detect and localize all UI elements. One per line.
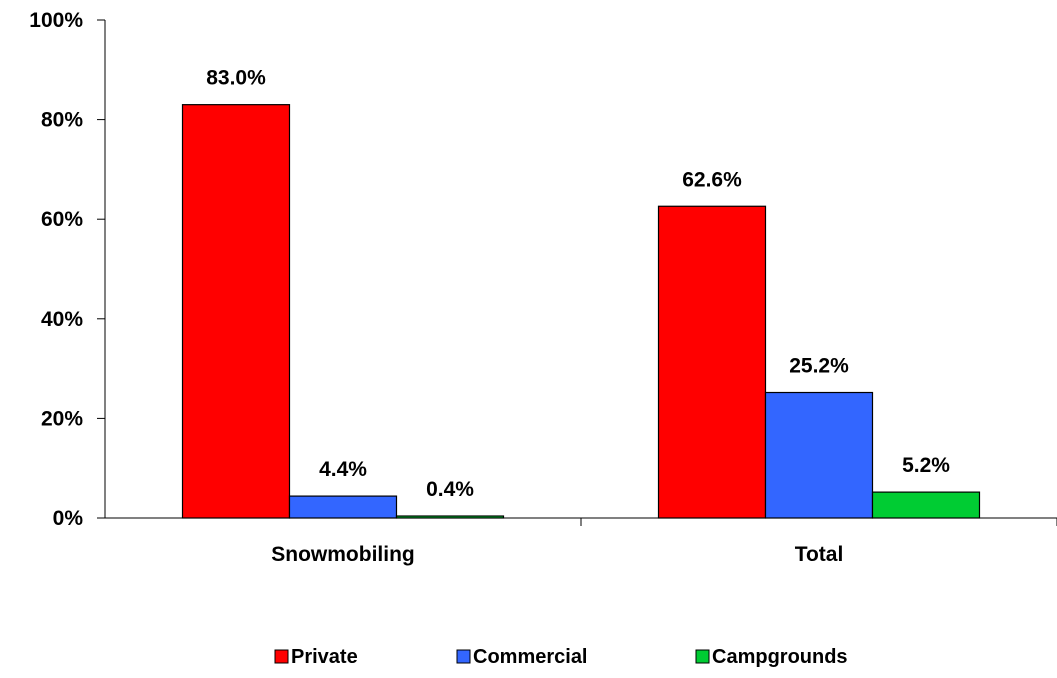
- bar: [657, 205, 767, 519]
- bars: 83.0% 62.6% 4.4% 25.2% 0.4% 5.2%: [181, 67, 981, 519]
- data-label: 83.0%: [206, 67, 266, 90]
- y-tick-label: 0%: [53, 507, 84, 530]
- legend-label: Private: [291, 646, 358, 668]
- bar: [395, 515, 505, 519]
- data-label: 5.2%: [902, 454, 950, 477]
- legend-swatch: [695, 649, 710, 664]
- data-label: 25.2%: [789, 355, 849, 378]
- legend-label: Commercial: [473, 646, 588, 668]
- data-label: 4.4%: [319, 458, 367, 481]
- bar: [288, 495, 398, 519]
- data-label: 62.6%: [682, 168, 742, 191]
- category-label: Total: [795, 543, 844, 566]
- y-tick-label: 20%: [41, 407, 83, 430]
- y-tick-label: 60%: [41, 208, 83, 231]
- bar: [181, 104, 291, 519]
- y-tick-label: 40%: [41, 308, 83, 331]
- data-label: 0.4%: [426, 478, 474, 501]
- legend-swatch: [274, 649, 289, 664]
- y-tick-label: 100%: [29, 9, 83, 32]
- y-tick-label: 80%: [41, 109, 83, 132]
- legend-label: Campgrounds: [712, 646, 848, 668]
- legend-swatch: [456, 649, 471, 664]
- bar: [764, 391, 874, 519]
- legend: Private Commercial Campgrounds: [274, 646, 848, 668]
- category-label: Snowmobiling: [271, 543, 414, 566]
- bar: [871, 491, 981, 519]
